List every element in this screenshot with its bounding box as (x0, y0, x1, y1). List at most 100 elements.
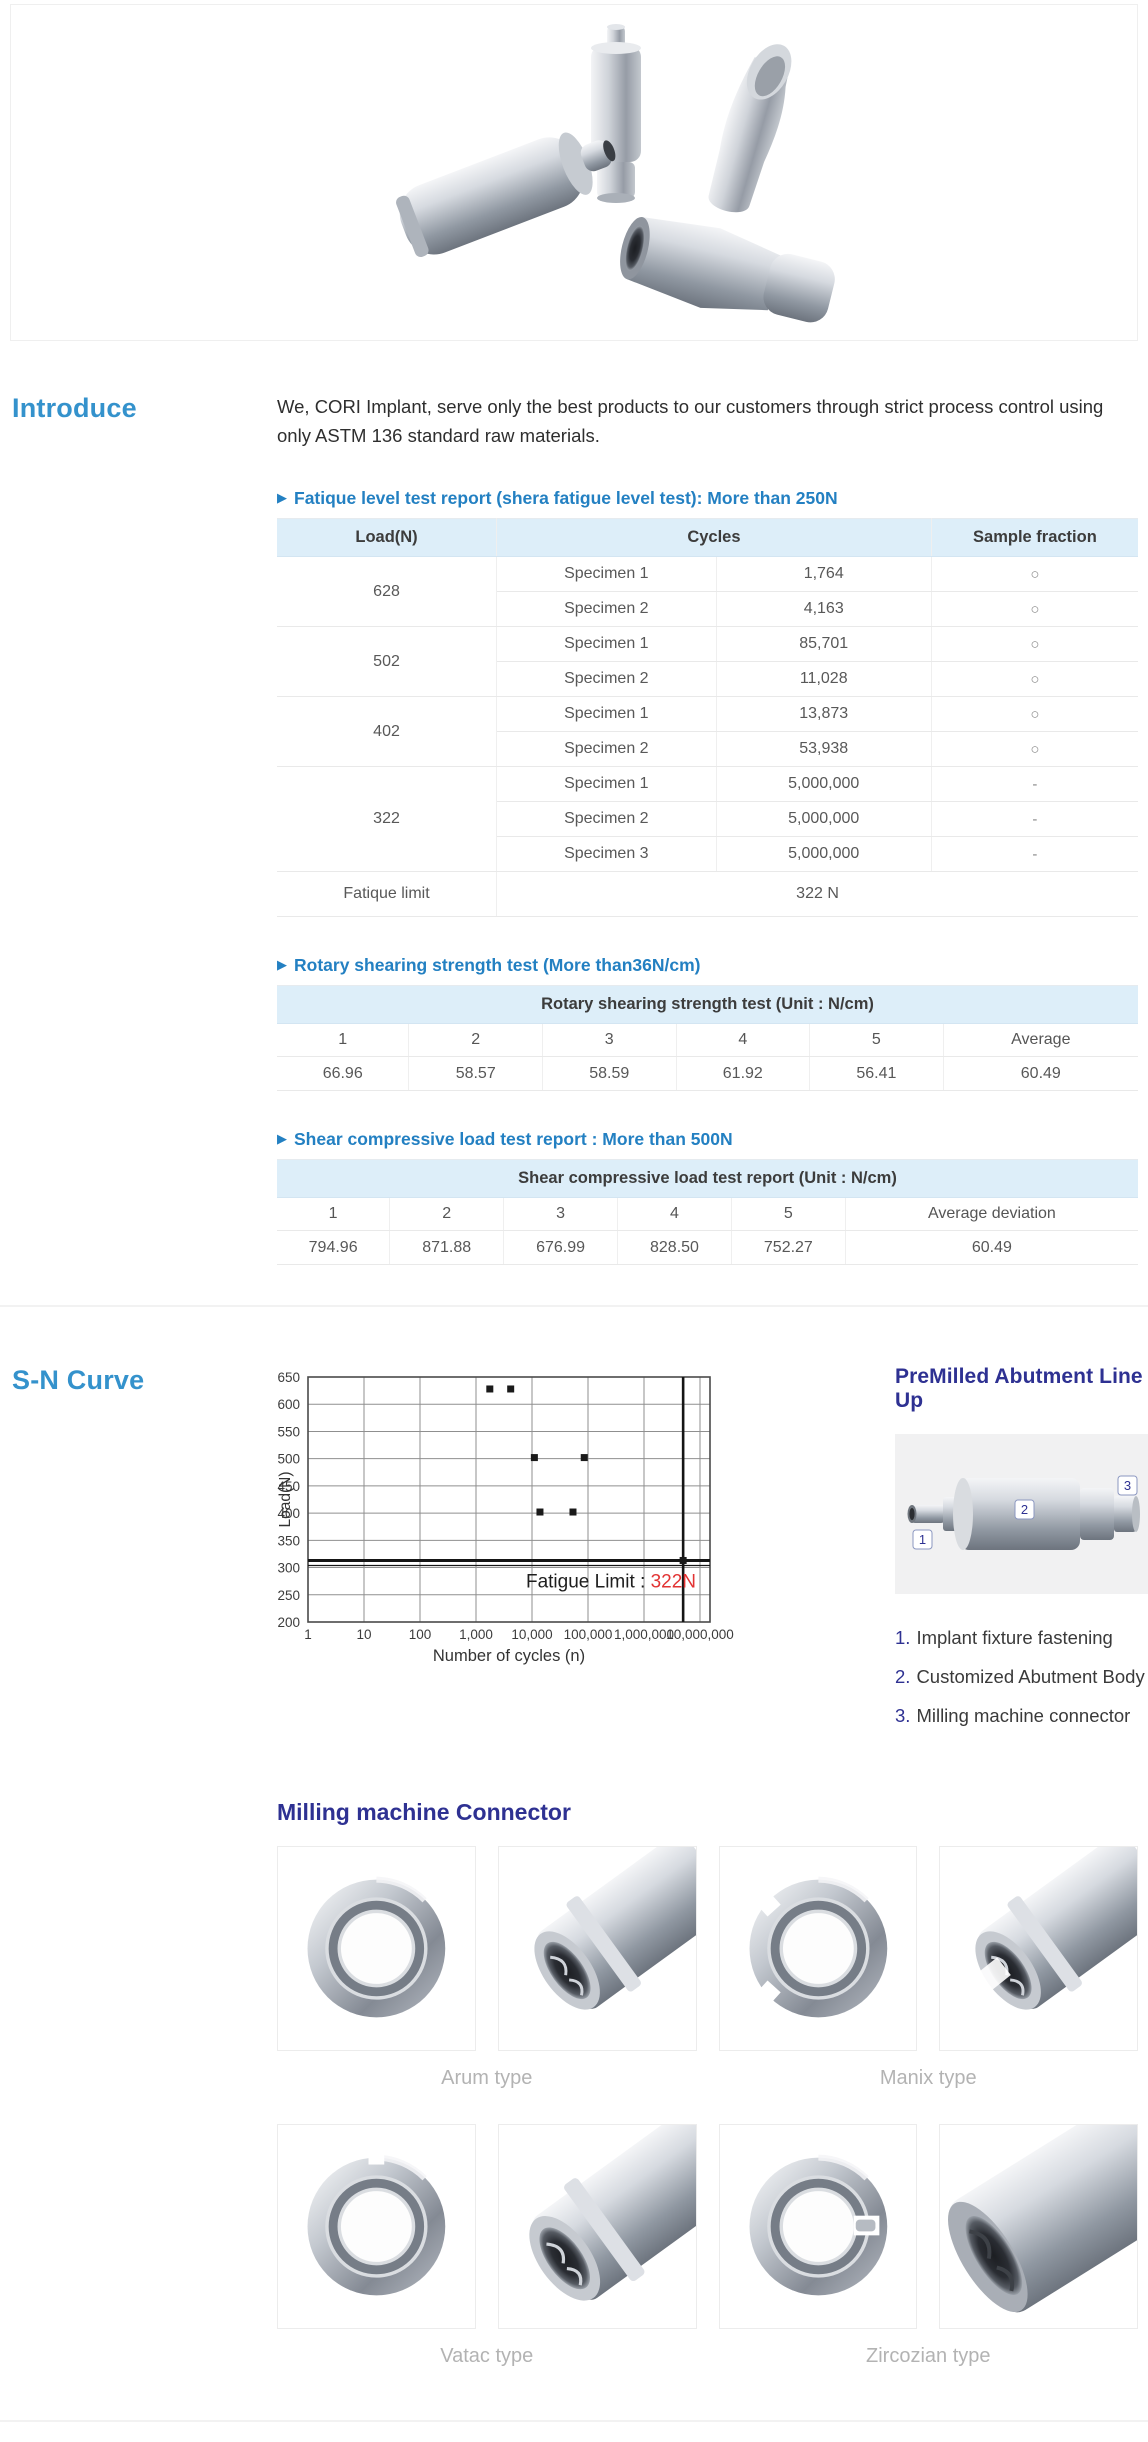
svg-text:10,000,000: 10,000,000 (666, 1627, 734, 1642)
triangle-bullet-icon: ▶ (277, 1131, 287, 1147)
table-row: Specimen 2 53,938 ○ (277, 731, 1138, 768)
svg-text:10: 10 (356, 1627, 371, 1642)
connector-image-zircozian-side (939, 2124, 1138, 2330)
bullet-shear-test: ▶ Shear compressive load test report : Mo… (277, 1129, 733, 1150)
rotary-shearing-table: Rotary shearing strength test (Unit : N/… (277, 985, 1138, 1092)
label-1-box: 1 (912, 1529, 932, 1550)
table-row: 502 Specimen 1 85,701 ○ (277, 626, 1138, 698)
svg-text:400: 400 (277, 1506, 300, 1521)
table-row: 402 Specimen 1 13,873 ○ (277, 696, 1138, 768)
section-title-sn-curve: S-N Curve (12, 1365, 145, 1396)
svg-text:2: 2 (1020, 1502, 1027, 1517)
svg-text:350: 350 (277, 1534, 300, 1549)
section-divider (0, 1305, 1148, 1308)
section-title-introduce: Introduce (12, 393, 137, 423)
connector-image-manix-front (718, 1846, 918, 2052)
milling-connector-section: Milling machine Connector Arum type (0, 1799, 1148, 2382)
svg-text:100: 100 (409, 1627, 432, 1642)
abutment-angled (708, 43, 792, 212)
svg-text:250: 250 (277, 1588, 300, 1603)
table-row: Specimen 2 4,163 ○ (277, 591, 1138, 628)
triangle-bullet-icon: ▶ (277, 490, 287, 506)
svg-text:Fatigue Limit : 322N: Fatigue Limit : 322N (526, 1572, 696, 1593)
sample-pass-circle: ○ (931, 556, 1138, 593)
svg-text:600: 600 (277, 1398, 300, 1413)
list-item: 1. Implant fixture fastening (895, 1627, 1113, 1649)
col-header-sample-fraction: Sample fraction (931, 518, 1138, 558)
milling-title: Milling machine Connector (277, 1799, 571, 1826)
svg-text:450: 450 (277, 1479, 300, 1494)
svg-text:200: 200 (277, 1615, 300, 1630)
sn-curve-chart: 200 250 300 350 400 450 500 550 600 650 1 10 100 1,00… (277, 1365, 869, 1735)
sn-curve-section: S-N Curve 200 250 300 350 400 450 500 550 600 650… (0, 1365, 1148, 1735)
svg-text:3: 3 (1123, 1478, 1130, 1493)
table-row: Specimen 2 11,028 ○ (277, 661, 1138, 698)
list-item: 2. Customized Abutment Body (895, 1666, 1145, 1688)
label-3-box: 3 (1117, 1475, 1137, 1496)
sample-pass-circle: ○ (931, 591, 1138, 628)
abutment-vertical (591, 23, 641, 203)
svg-text:10,000: 10,000 (511, 1627, 552, 1642)
svg-text:300: 300 (277, 1561, 300, 1576)
table-row: 1 2 3 4 5 Average deviation (277, 1197, 1138, 1232)
svg-text:550: 550 (277, 1425, 300, 1440)
table-row: 1 2 3 4 5 Average (277, 1023, 1138, 1058)
bullet-fatigue-test: ▶ Fatique level test report (shera fatigu… (277, 488, 838, 509)
svg-text:1,000: 1,000 (459, 1627, 493, 1642)
fatigue-limit-row: Fatique limit 322 N (277, 871, 1138, 918)
premilled-feature-list: 1. Implant fixture fastening 2. Customized… (895, 1618, 1148, 1735)
svg-text:500: 500 (277, 1452, 300, 1467)
connector-image-zircozian-front (718, 2124, 918, 2330)
abutment-bore-side (620, 216, 835, 322)
premilled-abutment-image: 1 2 3 (895, 1434, 1148, 1595)
introduce-paragraph: We, CORI Implant, serve only the best pr… (277, 396, 1104, 446)
col-header-load: Load(N) (277, 518, 498, 558)
connector-image-manix-side (939, 1846, 1138, 2052)
list-item: 3. Milling machine connector (895, 1705, 1131, 1727)
table-row: Specimen 3 5,000,000 - (277, 836, 1138, 873)
svg-text:1: 1 (918, 1532, 925, 1547)
table-row: 66.96 58.57 58.59 61.92 56.41 60.49 (277, 1056, 1138, 1092)
sample-pass-circle: ○ (931, 626, 1138, 663)
sample-pass-circle: ○ (931, 696, 1138, 733)
triangle-bullet-icon: ▶ (277, 957, 287, 973)
svg-text:650: 650 (277, 1370, 300, 1385)
type-label-vatac: Vatac type (440, 2345, 534, 2368)
rotary-table-title: Rotary shearing strength test (Unit : N/… (277, 985, 1138, 1025)
table-row: 794.96 871.88 676.99 828.50 752.27 60.49 (277, 1230, 1138, 1266)
type-label-manix: Manix type (879, 2067, 977, 2090)
connector-type-labels-row-1: Arum type Manix type (277, 2051, 1138, 2104)
svg-text:Load(N): Load(N) (277, 1472, 294, 1528)
implant-components-image (396, 23, 835, 322)
label-2-box: 2 (1014, 1499, 1034, 1520)
premill-blank-side (396, 132, 616, 257)
bullet-rotary-test: ▶ Rotary shearing strength test (More tha… (277, 955, 701, 976)
table-header-row: Load(N) Cycles Sample fraction (277, 518, 1138, 558)
connector-image-vatac-front (277, 2124, 476, 2330)
sample-pass-circle: ○ (931, 731, 1138, 768)
fatigue-test-table: Load(N) Cycles Sample fraction 628 Speci… (277, 518, 1138, 918)
table-row: 322 Specimen 1 5,000,000 - (277, 766, 1138, 873)
connector-type-labels-row-2: Vatac type Zircozian type (277, 2329, 1138, 2382)
svg-text:Number of cycles (n): Number of cycles (n) (433, 1647, 585, 1665)
introduce-section: Introduce We, CORI Implant, serve only t… (0, 393, 1148, 1266)
svg-text:1,000,000: 1,000,000 (614, 1627, 674, 1642)
shear-table-title: Shear compressive load test report (Unit… (277, 1159, 1138, 1199)
table-row: 628 Specimen 1 1,764 ○ (277, 556, 1138, 628)
svg-text:1: 1 (304, 1627, 312, 1642)
connector-grid-row-1 (277, 1846, 1138, 2052)
premilled-panel: PreMilled Abutment Line Up (895, 1365, 1148, 1735)
sn-chart-svg: 200 250 300 350 400 450 500 550 600 650 1 10 100 1,00… (277, 1370, 734, 1665)
hero-image-box (10, 4, 1138, 341)
type-label-zircozian: Zircozian type (866, 2345, 991, 2368)
page: Introduce We, CORI Implant, serve only t… (0, 4, 1148, 2442)
col-header-cycles: Cycles (496, 518, 932, 558)
connector-image-vatac-side (497, 2124, 697, 2330)
table-row: Specimen 2 5,000,000 - (277, 801, 1138, 838)
connector-grid-row-2 (277, 2124, 1138, 2330)
connector-image-arum-front (277, 1846, 476, 2052)
shear-compressive-table: Shear compressive load test report (Unit… (277, 1159, 1138, 1266)
premilled-title: PreMilled Abutment Line Up (895, 1365, 1143, 1413)
sample-pass-circle: ○ (931, 661, 1138, 698)
type-label-arum: Arum type (441, 2067, 533, 2090)
